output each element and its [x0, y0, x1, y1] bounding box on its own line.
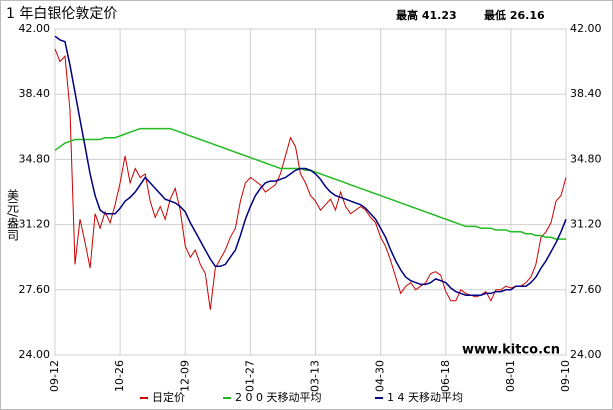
- y-tick-label: 31.20: [19, 218, 51, 231]
- x-tick-label: 06-18: [439, 360, 452, 392]
- x-tick-label: 10-26: [113, 360, 126, 392]
- chart-title: 1 年白银伦敦定价: [6, 6, 117, 22]
- y-tick-label-right: 24.00: [570, 348, 602, 361]
- series-line: [54, 35, 567, 296]
- legend-label: 日定价: [152, 390, 185, 404]
- y-tick-label: 27.60: [19, 283, 51, 296]
- x-tick-label: 09-10: [559, 360, 572, 392]
- y-tick-label-right: 34.80: [570, 152, 602, 165]
- high-value: 最高 41.23: [396, 8, 457, 22]
- y-tick-label-right: 42.00: [570, 22, 602, 35]
- y-tick-label: 24.00: [19, 348, 51, 361]
- y-tick-label: 42.00: [19, 22, 51, 35]
- y-axis-label: 美元/盎司: [6, 189, 20, 241]
- y-tick-label-right: 31.20: [570, 218, 602, 231]
- y-tick-label-right: 27.60: [570, 283, 602, 296]
- legend-label: 1 4 天移动平均: [387, 391, 463, 404]
- x-tick-label: 03-13: [309, 360, 322, 392]
- x-tick-label: 04-30: [374, 360, 387, 392]
- low-value: 最低 26.16: [484, 8, 545, 22]
- x-tick-label: 12-09: [178, 360, 191, 392]
- x-tick-label: 08-01: [504, 360, 517, 392]
- plot-area: [54, 28, 567, 356]
- x-tick-label: 01-27: [243, 360, 256, 392]
- legend-label: 2 0 0 天移动平均: [235, 391, 322, 404]
- y-tick-label: 34.80: [19, 152, 51, 165]
- y-tick-label: 38.40: [19, 87, 51, 100]
- y-tick-label-right: 38.40: [570, 87, 602, 100]
- x-tick-label: 09-12: [48, 360, 61, 392]
